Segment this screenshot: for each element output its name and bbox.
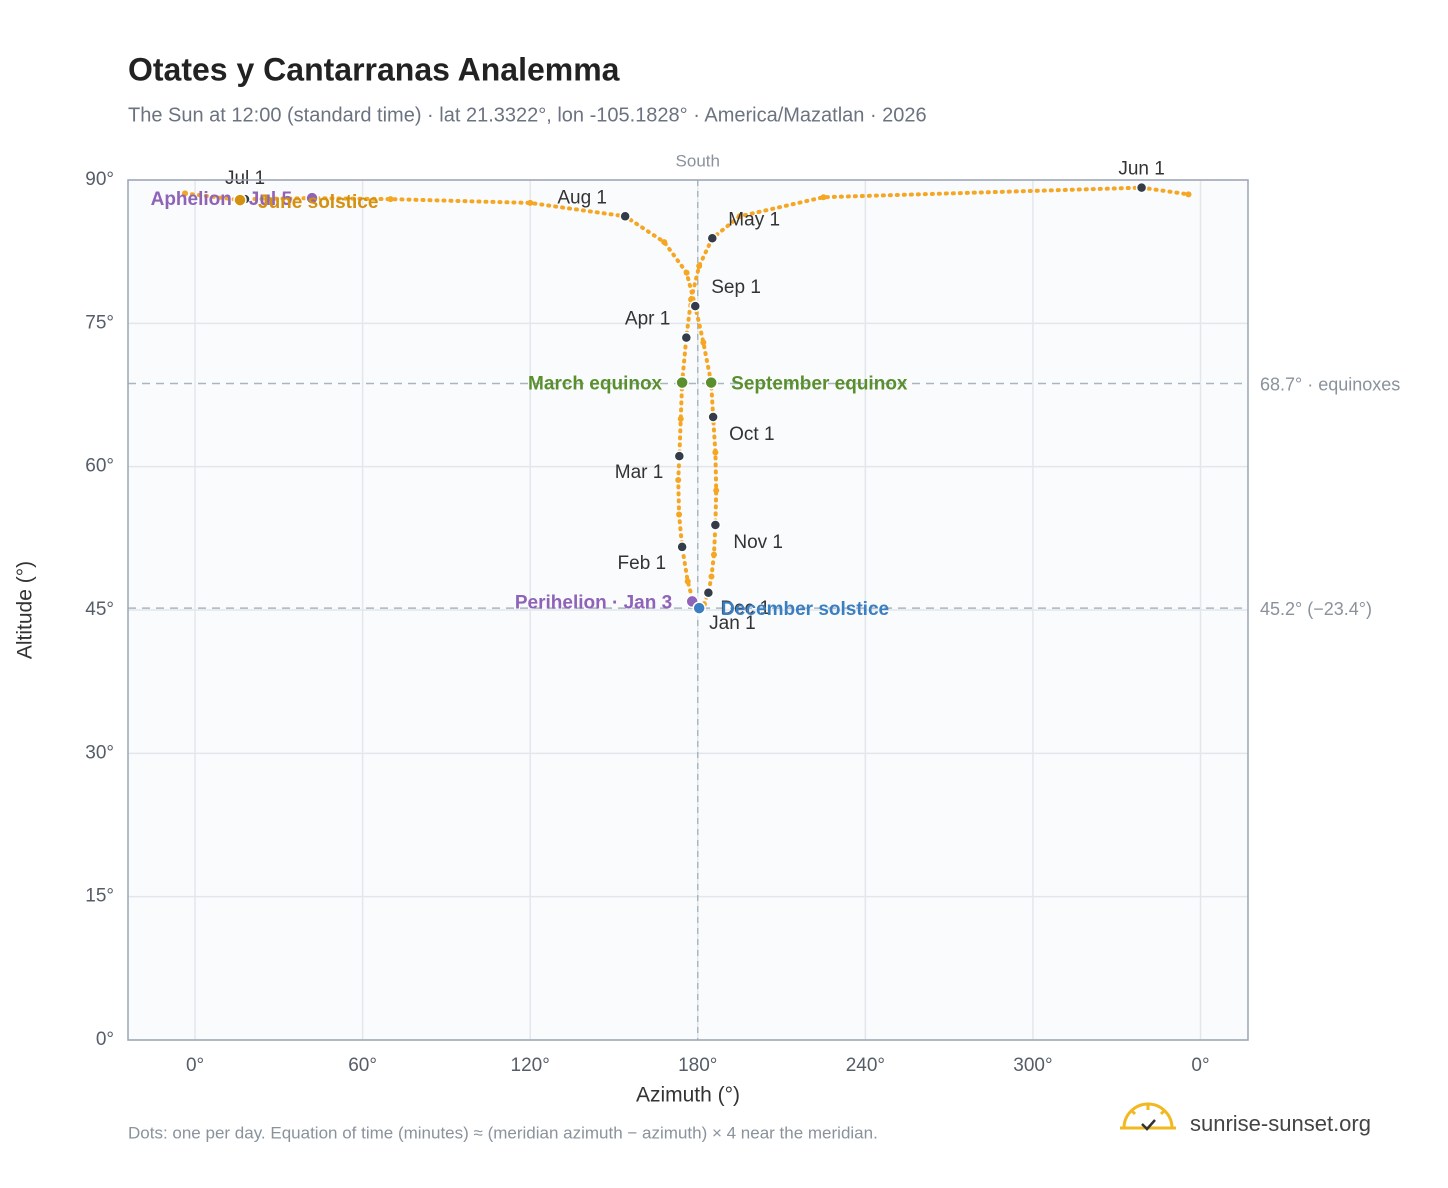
day-dot bbox=[181, 190, 188, 197]
month-marker bbox=[680, 331, 693, 344]
month-label: Nov 1 bbox=[733, 532, 783, 553]
month-marker bbox=[706, 232, 719, 245]
month-label: Oct 1 bbox=[729, 424, 774, 445]
brand-logo bbox=[1120, 1102, 1176, 1131]
month-label: Jun 1 bbox=[1118, 159, 1164, 180]
month-label: May 1 bbox=[728, 209, 780, 230]
day-dot bbox=[713, 487, 720, 494]
x-axis-label: Azimuth (°) bbox=[636, 1084, 740, 1107]
day-dot bbox=[684, 578, 691, 585]
event-marker bbox=[675, 375, 689, 390]
month-marker bbox=[709, 519, 722, 531]
analemma-path bbox=[182, 191, 719, 611]
meridian-label: South bbox=[676, 151, 720, 170]
day-dot bbox=[736, 213, 743, 220]
month-marker bbox=[707, 411, 719, 423]
x-tick-label: 240° bbox=[846, 1055, 885, 1076]
day-dot bbox=[675, 477, 682, 484]
x-tick-label: 120° bbox=[511, 1055, 550, 1076]
chart-title: Otates y Cantarranas Analemma bbox=[128, 51, 620, 87]
y-tick-label: 15° bbox=[85, 886, 114, 907]
event-label: Perihelion · Jan 3 bbox=[515, 592, 672, 613]
day-dot bbox=[676, 511, 683, 518]
y-tick-label: 90° bbox=[85, 169, 114, 190]
month-marker bbox=[673, 450, 686, 462]
month-label: Dec 1 bbox=[720, 598, 770, 619]
day-dot bbox=[710, 551, 717, 558]
month-marker bbox=[689, 300, 702, 312]
reference-label: 68.7° · equinoxes bbox=[1260, 374, 1400, 394]
month-marker bbox=[702, 587, 715, 599]
month-label: Sep 1 bbox=[711, 277, 761, 298]
event-label: June solstice bbox=[258, 192, 378, 213]
month-label: Mar 1 bbox=[615, 462, 664, 483]
brand: sunrise-sunset.org bbox=[1190, 1111, 1371, 1136]
month-label: Aug 1 bbox=[557, 187, 607, 208]
day-dot bbox=[688, 296, 695, 303]
month-label: Apr 1 bbox=[625, 309, 670, 330]
event-label: September equinox bbox=[731, 374, 908, 395]
x-tick-label: 180° bbox=[678, 1055, 717, 1076]
month-marker bbox=[676, 541, 688, 553]
month-label: Jul 1 bbox=[225, 168, 265, 189]
footnote: Dots: one per day. Equation of time (min… bbox=[128, 1123, 878, 1142]
x-tick-label: 0° bbox=[186, 1055, 204, 1076]
day-dot bbox=[820, 194, 827, 201]
day-dot bbox=[677, 415, 684, 422]
plot-frame bbox=[127, 179, 1249, 1041]
month-marker bbox=[619, 210, 631, 223]
event-marker bbox=[692, 601, 706, 615]
event-label: Aphelion · Jul 5 bbox=[151, 189, 293, 210]
month-label: Feb 1 bbox=[618, 553, 667, 574]
x-tick-label: 60° bbox=[348, 1055, 377, 1076]
y-tick-label: 30° bbox=[85, 742, 114, 763]
y-tick-label: 75° bbox=[85, 312, 114, 333]
month-label: Jan 1 bbox=[709, 613, 755, 634]
y-tick-label: 0° bbox=[96, 1029, 114, 1050]
day-dot bbox=[387, 196, 394, 203]
event-label: March equinox bbox=[528, 374, 663, 395]
event-marker bbox=[704, 375, 718, 390]
day-dot bbox=[683, 269, 690, 276]
day-dot bbox=[700, 339, 707, 346]
month-marker bbox=[1135, 181, 1148, 194]
x-tick-label: 0° bbox=[1191, 1055, 1209, 1076]
chart-subtitle: The Sun at 12:00 (standard time) · lat 2… bbox=[128, 104, 927, 126]
y-axis-label: Altitude (°) bbox=[14, 561, 37, 659]
event-marker bbox=[305, 191, 319, 205]
event-label: December solstice bbox=[721, 599, 889, 620]
day-dot bbox=[696, 263, 703, 269]
reference-label: 45.2° (−23.4°) bbox=[1260, 599, 1372, 619]
event-marker bbox=[233, 193, 247, 207]
day-dot bbox=[1185, 191, 1192, 198]
day-dot bbox=[527, 199, 534, 206]
y-tick-label: 60° bbox=[85, 456, 114, 477]
day-dot bbox=[712, 449, 719, 456]
day-dot bbox=[661, 239, 668, 246]
x-tick-label: 300° bbox=[1013, 1055, 1052, 1076]
day-dot bbox=[708, 573, 715, 580]
y-tick-label: 45° bbox=[85, 599, 114, 620]
